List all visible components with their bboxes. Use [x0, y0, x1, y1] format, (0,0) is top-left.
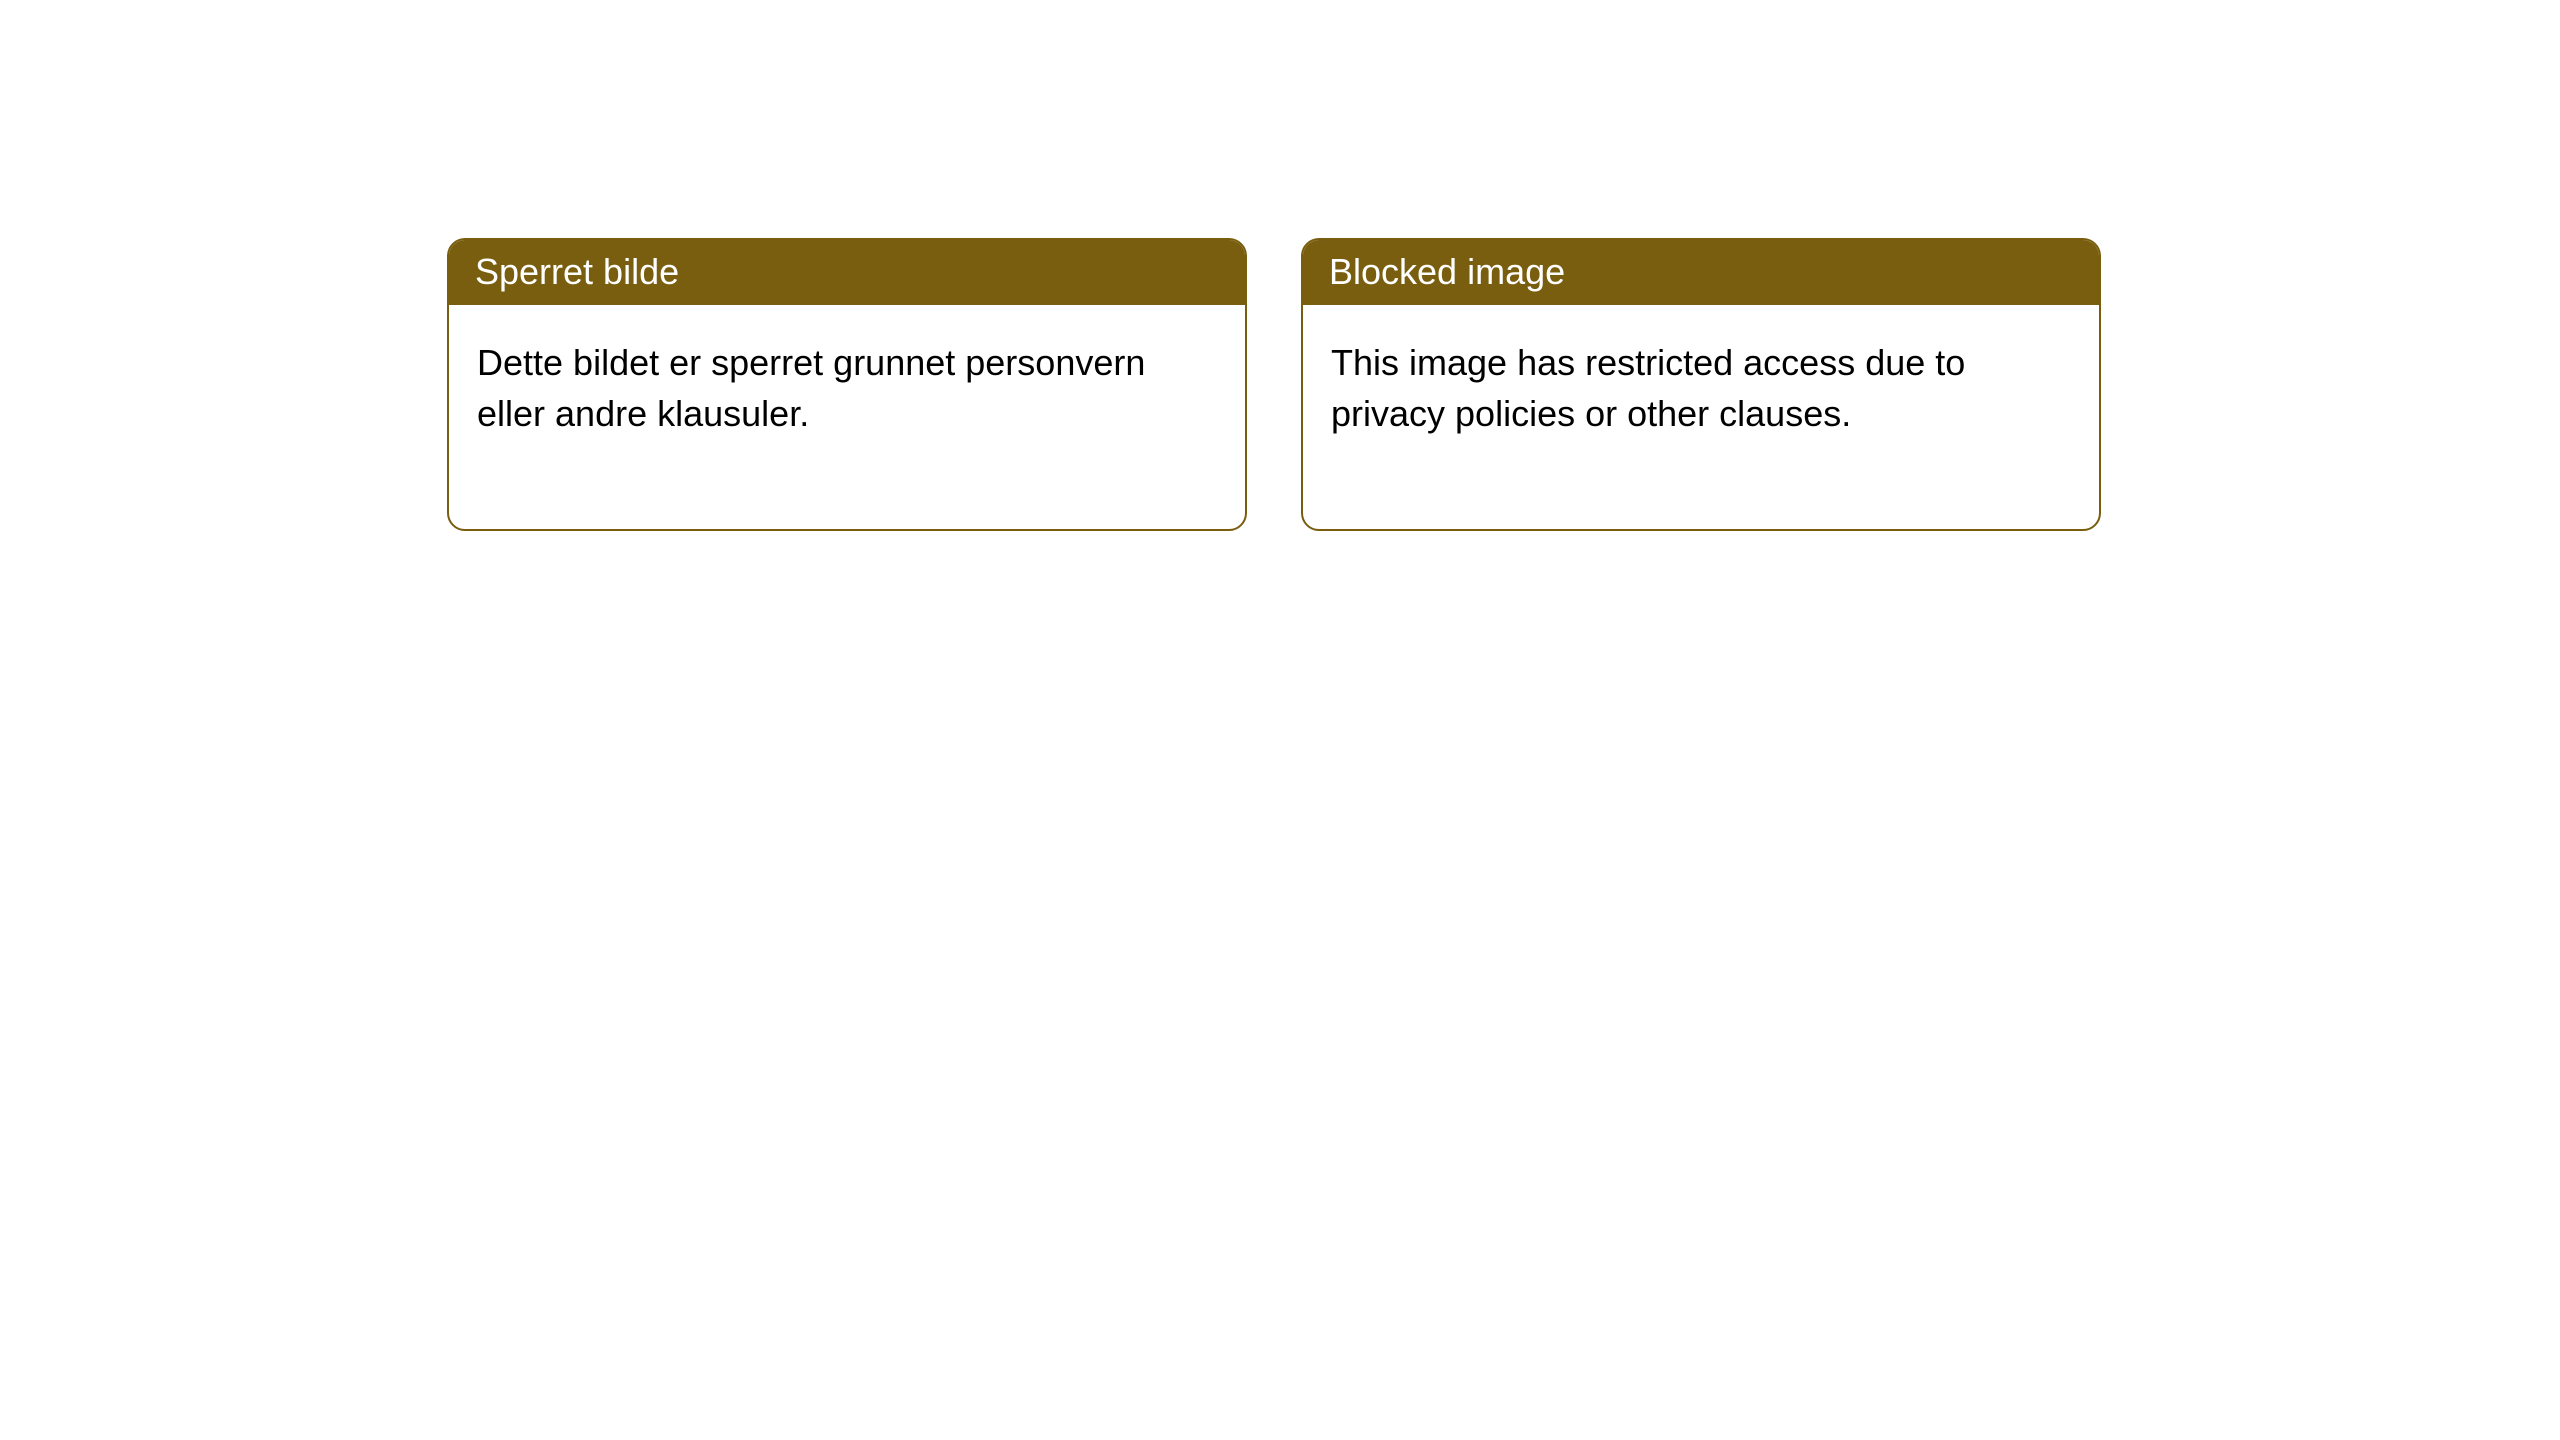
notice-header: Sperret bilde [449, 240, 1245, 305]
notice-container: Sperret bilde Dette bildet er sperret gr… [0, 0, 2560, 531]
notice-header: Blocked image [1303, 240, 2099, 305]
notice-card-english: Blocked image This image has restricted … [1301, 238, 2101, 531]
notice-card-norwegian: Sperret bilde Dette bildet er sperret gr… [447, 238, 1247, 531]
notice-body: Dette bildet er sperret grunnet personve… [449, 305, 1245, 529]
notice-body: This image has restricted access due to … [1303, 305, 2099, 529]
